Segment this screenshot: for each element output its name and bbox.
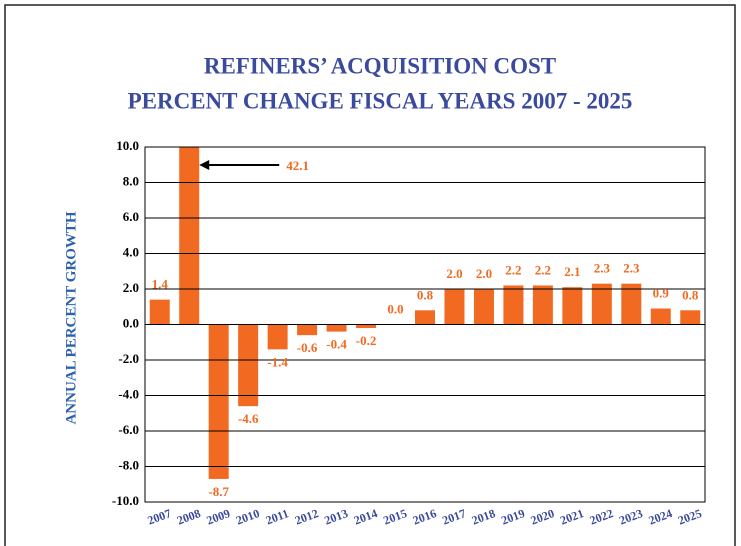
x-tick-label: 2010 [234, 506, 261, 527]
bar [444, 289, 465, 325]
x-tick-label: 2012 [293, 506, 320, 527]
chart-title: REFINERS’ ACQUISITION COST [204, 53, 556, 78]
bar [562, 287, 583, 325]
data-label: 0.9 [653, 286, 670, 301]
y-tick-label: 4.0 [123, 244, 139, 259]
x-tick-label: 2021 [558, 506, 585, 527]
bar [650, 308, 671, 325]
data-label: 2.0 [446, 266, 462, 281]
bar [591, 283, 612, 325]
x-tick-label: 2008 [175, 506, 202, 527]
y-tick-label: 6.0 [123, 209, 139, 224]
data-label: 0.0 [387, 301, 403, 316]
data-label: 1.4 [152, 277, 169, 292]
y-axis-label: ANNUAL PERCENT GROWTH [63, 211, 79, 424]
x-tick-label: 2022 [588, 506, 615, 527]
data-label: 0.8 [682, 287, 699, 302]
x-tick-label: 2019 [499, 506, 526, 527]
data-label: -0.6 [297, 340, 318, 355]
frame [4, 4, 736, 546]
data-label: 2.2 [535, 262, 551, 277]
bar [267, 324, 288, 350]
data-label: 42.1 [286, 158, 309, 173]
data-label: 0.8 [417, 287, 434, 302]
x-tick-label: 2025 [676, 506, 703, 527]
data-label: -0.2 [356, 333, 377, 348]
y-tick-label: -4.0 [118, 386, 139, 401]
x-tick-label: 2017 [440, 506, 467, 527]
x-tick-label: 2018 [470, 506, 497, 527]
data-label: 2.3 [623, 261, 640, 276]
data-label: 2.1 [564, 264, 580, 279]
bar [532, 285, 553, 325]
chart-subtitle: PERCENT CHANGE FISCAL YEARS 2007 - 2025 [128, 88, 633, 113]
y-tick-label: 0.0 [123, 315, 139, 330]
data-label: 2.2 [505, 262, 521, 277]
x-tick-label: 2013 [322, 506, 349, 527]
y-tick-label: -10.0 [112, 493, 139, 508]
data-label: 2.3 [594, 261, 611, 276]
bar [149, 299, 170, 325]
x-tick-label: 2011 [264, 506, 291, 527]
bar [473, 289, 494, 325]
y-tick-label: 2.0 [123, 280, 139, 295]
x-tick-label: 2007 [146, 506, 173, 527]
data-label: -0.4 [326, 337, 347, 352]
bar [621, 283, 642, 325]
y-tick-label: 8.0 [123, 173, 139, 188]
bar [356, 324, 377, 329]
x-tick-label: 2009 [205, 506, 232, 527]
bar [179, 147, 200, 325]
y-tick-label: -6.0 [118, 422, 139, 437]
x-tick-label: 2014 [352, 506, 379, 527]
y-tick-label: -2.0 [118, 351, 139, 366]
data-label: -8.7 [208, 484, 229, 499]
x-tick-label: 2016 [411, 506, 438, 527]
y-tick-label: 10.0 [116, 138, 139, 153]
x-tick-label: 2020 [529, 506, 556, 527]
bars [149, 147, 701, 479]
arrow-head [199, 160, 210, 170]
bar [415, 310, 435, 325]
bar [503, 285, 524, 325]
x-tick-label: 2024 [647, 506, 674, 527]
bar [238, 324, 259, 407]
bar [297, 324, 318, 336]
bar [326, 324, 347, 332]
bar [680, 310, 701, 325]
data-label: -4.6 [238, 411, 259, 426]
x-tick-label: 2023 [617, 506, 644, 527]
x-tick-label: 2015 [381, 506, 408, 527]
bar [208, 324, 229, 479]
y-tick-label: -8.0 [118, 457, 139, 472]
data-label: -1.4 [267, 354, 288, 369]
data-label: 2.0 [476, 266, 492, 281]
